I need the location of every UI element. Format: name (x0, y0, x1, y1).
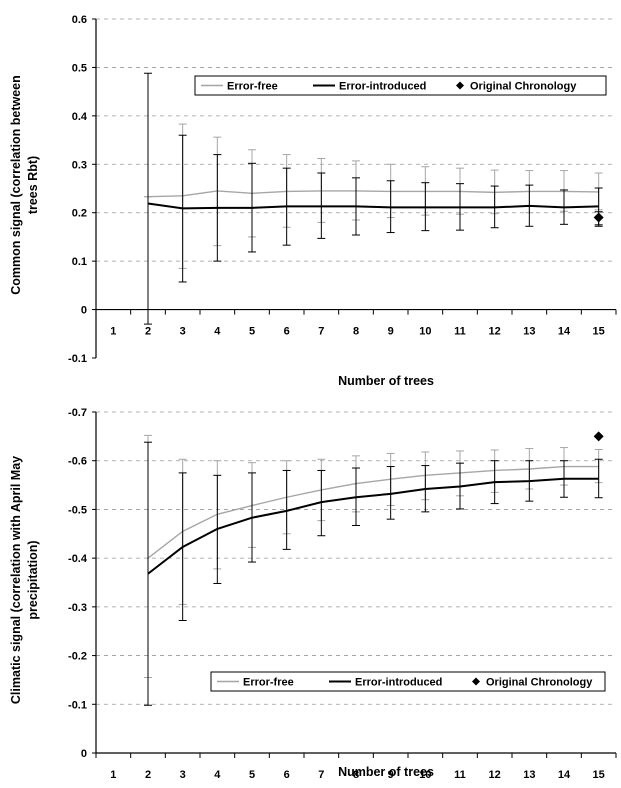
x-tick-label: 2 (145, 769, 151, 781)
legend-label: Error-free (243, 677, 294, 689)
x-tick-label: 13 (523, 769, 535, 781)
x-tick-label: 12 (489, 326, 501, 338)
x-tick-label: 9 (388, 769, 394, 781)
x-tick-label: 14 (558, 326, 571, 338)
series-error-free (144, 123, 603, 269)
diamond-marker (593, 431, 604, 442)
legend-diamond (472, 677, 480, 686)
series-error-introduced (144, 72, 603, 325)
y-tick-label: -0.3 (68, 602, 87, 614)
legend: Error-free Error-introduced Original Chron… (210, 671, 606, 692)
x-tick-label: 2 (145, 326, 151, 338)
x-tick-label: 3 (180, 326, 186, 338)
legend-diamond (456, 81, 464, 90)
x-tick-label: 7 (318, 769, 324, 781)
x-tick-label: 11 (454, 769, 466, 781)
y-tick-label: 0.6 (72, 14, 87, 26)
series-line (147, 202, 599, 210)
legend-box (210, 671, 606, 692)
x-tick-label: 8 (353, 326, 359, 338)
series-error-introduced (144, 441, 603, 706)
diamond-marker (593, 212, 604, 223)
chart-panel-2: 0-0.1-0.2-0.3-0.4-0.5-0.6-0.71 2 3 4 5 6 7 8 9 10… (9, 407, 617, 781)
legend-label: Error-introduced (339, 81, 426, 93)
legend-label: Error-introduced (355, 677, 442, 689)
series-line (147, 465, 599, 559)
legend: Error-free Error-introduced Original Chron… (194, 75, 607, 96)
y-tick-label: -0.4 (68, 553, 88, 565)
y-tick-label: 0.4 (72, 111, 88, 123)
legend-box (194, 75, 607, 96)
y-tick-label: -0.5 (68, 504, 87, 516)
series-line (147, 477, 599, 575)
y-tick-label: 0.2 (72, 208, 87, 220)
x-tick-label: 12 (489, 769, 501, 781)
y-tick-label: 0 (81, 748, 87, 760)
y-axis-title: trees Rbt) (26, 156, 40, 214)
x-axis-title: Number of trees (338, 765, 434, 779)
y-tick-label: 0.1 (72, 256, 87, 268)
series-error-free (144, 434, 603, 678)
x-tick-label: 15 (593, 769, 605, 781)
x-tick-label: 3 (180, 769, 186, 781)
x-tick-label: 13 (523, 326, 535, 338)
legend-label: Original Chronology (486, 677, 593, 689)
y-tick-label: -0.7 (68, 407, 87, 419)
series-original-chronology (593, 211, 604, 227)
x-tick-label: 4 (214, 769, 221, 781)
y-axis-title: Climatic signal (correlation with April … (9, 456, 23, 704)
x-axis-title: Number of trees (338, 374, 434, 388)
chart-panel-1: -0.100.10.20.30.40.50.61 2 3 4 5 6 7 8 9 10 11 12 13… (9, 14, 617, 388)
x-tick-label: 5 (249, 326, 255, 338)
y-tick-label: 0.5 (72, 62, 87, 74)
x-tick-label: 14 (558, 769, 571, 781)
y-axis-title: Common signal (correlation between (9, 75, 23, 294)
y-tick-label: 0.3 (72, 159, 87, 171)
x-tick-label: 1 (110, 769, 116, 781)
x-tick-label: 5 (249, 769, 255, 781)
x-tick-label: 4 (214, 326, 221, 338)
y-tick-label: -0.1 (68, 353, 87, 365)
legend-label: Original Chronology (470, 81, 577, 93)
y-axis-title: precipitation) (26, 540, 40, 619)
y-tick-label: -0.1 (68, 699, 87, 711)
x-tick-label: 6 (284, 326, 290, 338)
y-tick-label: 0 (81, 305, 87, 317)
x-tick-label: 6 (284, 769, 290, 781)
x-tick-label: 10 (419, 769, 431, 781)
y-tick-label: -0.2 (68, 651, 87, 663)
x-tick-label: 15 (593, 326, 605, 338)
x-tick-label: 10 (419, 326, 431, 338)
series-line (147, 190, 599, 198)
x-tick-label: 7 (318, 326, 324, 338)
x-tick-label: 11 (454, 326, 466, 338)
x-tick-label: 9 (388, 326, 394, 338)
series-original-chronology (593, 431, 604, 442)
x-tick-label: 8 (353, 769, 359, 781)
legend-label: Error-free (227, 81, 278, 93)
y-tick-label: -0.6 (68, 456, 87, 468)
x-tick-label: 1 (110, 326, 116, 338)
